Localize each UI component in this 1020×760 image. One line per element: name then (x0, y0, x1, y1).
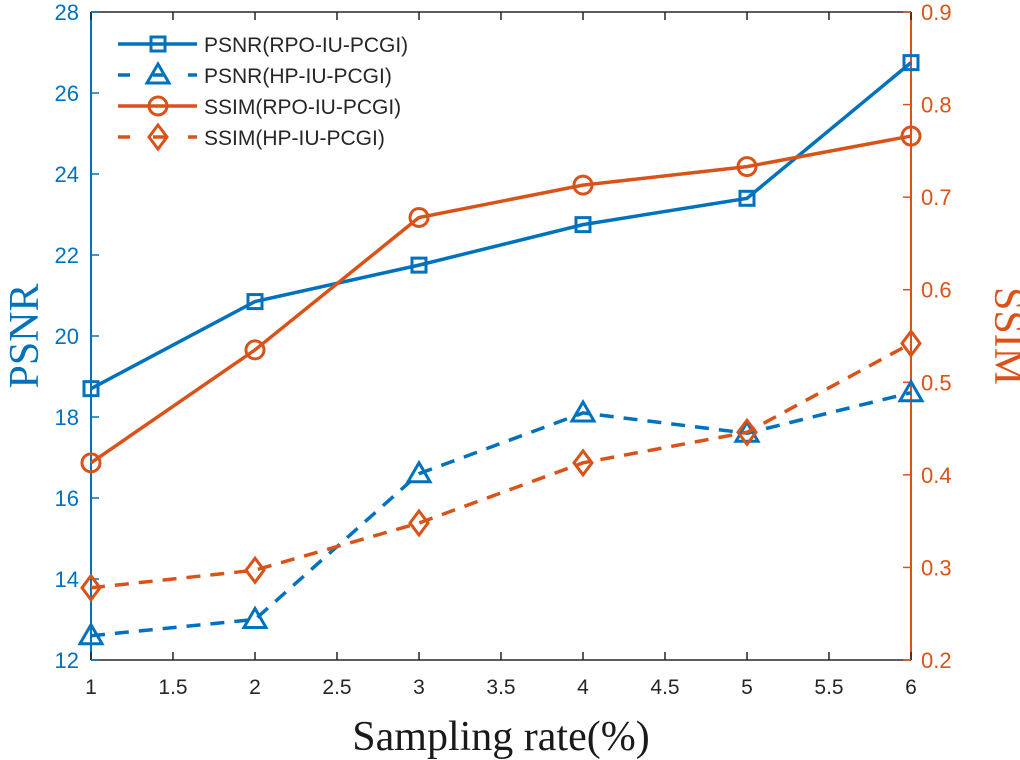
y-tick-label-left: 20 (55, 324, 79, 349)
legend-entry: SSIM(RPO-IU-PCGI) (118, 95, 401, 119)
x-tick-label: 5 (741, 676, 753, 699)
x-tick-label: 4 (577, 676, 589, 699)
legend-marker-diamond (147, 122, 169, 152)
data-point-triangle (569, 398, 597, 423)
data-point-triangle (241, 605, 269, 629)
data-point-diamond (408, 508, 430, 538)
data-point-square (410, 256, 428, 274)
x-tick-label: 4.5 (650, 676, 679, 699)
data-point-circle (572, 174, 594, 196)
y-axis-label-right: SSIM (985, 287, 1020, 385)
data-point-circle (408, 207, 430, 229)
series-line (90, 134, 912, 465)
y-tick-label-right: 0.6 (921, 278, 952, 303)
y-tick-label-left: 16 (55, 486, 79, 511)
data-point-square (902, 54, 920, 72)
data-point-triangle (405, 459, 433, 484)
data-point-triangle (77, 621, 105, 646)
series-line (90, 391, 912, 638)
y-tick-label-left: 22 (55, 243, 79, 268)
data-point-diamond (244, 555, 266, 585)
legend-entry: PSNR(HP-IU-PCGI) (118, 61, 392, 88)
data-point-diamond (572, 448, 594, 478)
data-point-circle (736, 156, 758, 178)
legend-marker-triangle (144, 61, 172, 85)
x-tick-label: 3.5 (486, 676, 515, 699)
data-point-square (738, 189, 756, 207)
y-tick-label-right: 0.3 (921, 555, 952, 580)
series-PSNR(HP-IU-PCGI) (77, 378, 925, 646)
legend-label: SSIM(RPO-IU-PCGI) (204, 96, 401, 119)
data-point-diamond (900, 328, 922, 358)
data-point-triangle (733, 419, 761, 443)
series-line (90, 61, 913, 391)
x-tick-label: 6 (905, 676, 917, 699)
legend-entry: PSNR(RPO-IU-PCGI) (118, 34, 408, 57)
y-tick-label-left: 24 (55, 162, 79, 187)
legend-label: PSNR(RPO-IU-PCGI) (204, 34, 408, 57)
legend-marker-circle (147, 95, 169, 117)
data-point-square (246, 293, 264, 311)
data-point-triangle (897, 378, 925, 403)
x-tick-label: 3 (413, 676, 425, 699)
y-tick-label-right: 0.4 (921, 463, 952, 488)
y-tick-label-right: 0.9 (921, 0, 952, 25)
legend-marker-square (149, 35, 167, 53)
legend-label: PSNR(HP-IU-PCGI) (204, 65, 392, 88)
x-axis-label: Sampling rate(%) (352, 714, 649, 760)
data-point-square (574, 216, 592, 234)
y-axis-label-left: PSNR (2, 283, 48, 388)
data-point-diamond (736, 417, 758, 447)
x-tick-label: 2.5 (322, 676, 351, 699)
series-SSIM(HP-IU-PCGI) (80, 328, 922, 603)
y-tick-label-left: 26 (55, 81, 79, 106)
y-tick-label-left: 18 (55, 405, 79, 430)
x-tick-label: 1.5 (158, 676, 187, 699)
y-tick-label-left: 14 (55, 567, 79, 592)
legend-entry: SSIM(HP-IU-PCGI) (118, 122, 385, 152)
y-tick-label-right: 0.5 (921, 370, 952, 395)
series-SSIM(RPO-IU-PCGI) (80, 125, 922, 474)
series-PSNR(RPO-IU-PCGI) (82, 54, 920, 398)
data-point-circle (80, 452, 102, 474)
x-tick-label: 2 (249, 676, 261, 699)
series-line (90, 341, 912, 590)
y-tick-label-right: 0.7 (921, 185, 952, 210)
data-point-square (82, 380, 100, 398)
x-tick-label: 5.5 (814, 676, 843, 699)
data-point-diamond (80, 573, 102, 603)
y-tick-label-right: 0.2 (921, 648, 952, 673)
y-tick-label-left: 12 (55, 648, 79, 673)
x-tick-label: 1 (85, 676, 97, 699)
data-point-circle (900, 125, 922, 147)
y-tick-label-left: 28 (55, 0, 79, 25)
y-tick-label-right: 0.8 (921, 93, 952, 118)
data-point-circle (244, 339, 266, 361)
legend-label: SSIM(HP-IU-PCGI) (204, 127, 385, 150)
